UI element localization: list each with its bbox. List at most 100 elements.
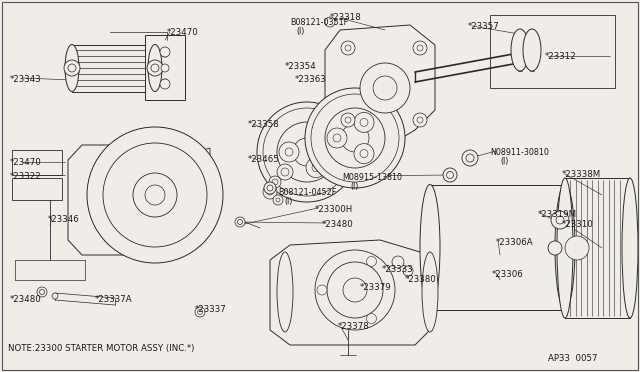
- Text: *23319M: *23319M: [538, 210, 577, 219]
- Ellipse shape: [523, 29, 541, 71]
- Text: (I): (I): [296, 27, 305, 36]
- Circle shape: [64, 60, 80, 76]
- Circle shape: [548, 241, 562, 255]
- Circle shape: [312, 132, 320, 140]
- Circle shape: [325, 17, 335, 27]
- Circle shape: [37, 287, 47, 297]
- Circle shape: [341, 124, 369, 152]
- Circle shape: [343, 278, 367, 302]
- Circle shape: [327, 128, 347, 148]
- Circle shape: [403, 266, 413, 276]
- Polygon shape: [145, 35, 185, 100]
- Polygon shape: [12, 150, 62, 175]
- Circle shape: [273, 195, 283, 205]
- Circle shape: [345, 45, 351, 51]
- Ellipse shape: [420, 185, 440, 310]
- Text: *23318: *23318: [330, 13, 362, 22]
- Circle shape: [269, 176, 281, 188]
- Circle shape: [306, 158, 326, 177]
- Text: NOTE:23300 STARTER MOTOR ASSY (INC.*): NOTE:23300 STARTER MOTOR ASSY (INC.*): [8, 344, 195, 353]
- Circle shape: [257, 102, 357, 202]
- Circle shape: [306, 126, 326, 147]
- Text: *23337A: *23337A: [95, 295, 132, 304]
- Circle shape: [276, 198, 280, 202]
- Circle shape: [40, 289, 45, 295]
- Text: *23300H: *23300H: [315, 205, 353, 214]
- Text: *23310: *23310: [562, 220, 594, 229]
- Polygon shape: [430, 185, 565, 310]
- Text: B08121-0452F: B08121-0452F: [278, 188, 336, 197]
- Polygon shape: [270, 240, 430, 345]
- Text: N08911-30810: N08911-30810: [490, 148, 549, 157]
- Text: AP33  0057: AP33 0057: [548, 354, 598, 363]
- Text: *23346: *23346: [48, 215, 80, 224]
- Ellipse shape: [148, 45, 162, 92]
- Text: *23338M: *23338M: [562, 170, 601, 179]
- Circle shape: [367, 256, 376, 266]
- Circle shape: [413, 41, 427, 55]
- Circle shape: [263, 108, 351, 196]
- Circle shape: [556, 216, 564, 224]
- Text: *23379: *23379: [360, 283, 392, 292]
- Circle shape: [264, 182, 276, 194]
- Circle shape: [345, 117, 351, 123]
- Circle shape: [417, 117, 423, 123]
- Circle shape: [272, 179, 278, 185]
- Circle shape: [285, 148, 293, 156]
- Text: (I): (I): [350, 182, 358, 191]
- Circle shape: [161, 79, 169, 87]
- Text: *23357: *23357: [468, 22, 500, 31]
- Circle shape: [267, 185, 273, 191]
- Circle shape: [466, 154, 474, 162]
- Circle shape: [277, 164, 293, 180]
- Text: *23480: *23480: [10, 295, 42, 304]
- Circle shape: [341, 113, 355, 127]
- Circle shape: [360, 63, 410, 113]
- Text: B08121-0351F: B08121-0351F: [290, 18, 348, 27]
- Ellipse shape: [557, 178, 573, 318]
- Circle shape: [133, 173, 177, 217]
- Ellipse shape: [622, 178, 638, 318]
- Text: *23354: *23354: [285, 62, 317, 71]
- Circle shape: [161, 64, 169, 72]
- Circle shape: [161, 49, 169, 57]
- Ellipse shape: [555, 185, 575, 310]
- Polygon shape: [12, 178, 62, 200]
- Circle shape: [52, 293, 58, 299]
- Circle shape: [267, 189, 273, 195]
- Polygon shape: [72, 45, 155, 92]
- Circle shape: [195, 307, 205, 317]
- Polygon shape: [185, 148, 210, 168]
- Text: *23333: *23333: [382, 265, 413, 274]
- Text: *23322: *23322: [10, 172, 42, 181]
- Circle shape: [367, 314, 376, 324]
- Circle shape: [315, 250, 395, 330]
- Text: *23312: *23312: [545, 52, 577, 61]
- Circle shape: [333, 134, 341, 142]
- Circle shape: [462, 150, 478, 166]
- Circle shape: [360, 150, 368, 158]
- Circle shape: [279, 142, 299, 162]
- Text: *23465: *23465: [248, 155, 280, 164]
- Circle shape: [145, 185, 165, 205]
- Polygon shape: [325, 25, 435, 145]
- Circle shape: [341, 41, 355, 55]
- Text: *23306A: *23306A: [496, 238, 534, 247]
- Text: M08915-13810: M08915-13810: [342, 173, 402, 182]
- Text: *23470: *23470: [10, 158, 42, 167]
- Circle shape: [235, 217, 245, 227]
- Circle shape: [354, 144, 374, 164]
- Text: *23480: *23480: [322, 220, 354, 229]
- Circle shape: [325, 108, 385, 168]
- Circle shape: [413, 113, 427, 127]
- Ellipse shape: [422, 252, 438, 332]
- Text: *23470: *23470: [167, 28, 199, 37]
- Text: (I): (I): [284, 197, 292, 206]
- Text: *23343: *23343: [10, 75, 42, 84]
- Text: (I): (I): [500, 157, 508, 166]
- Text: *23378: *23378: [338, 322, 370, 331]
- Text: *23363: *23363: [295, 75, 327, 84]
- Ellipse shape: [511, 29, 529, 71]
- Circle shape: [87, 127, 223, 263]
- Circle shape: [565, 236, 589, 260]
